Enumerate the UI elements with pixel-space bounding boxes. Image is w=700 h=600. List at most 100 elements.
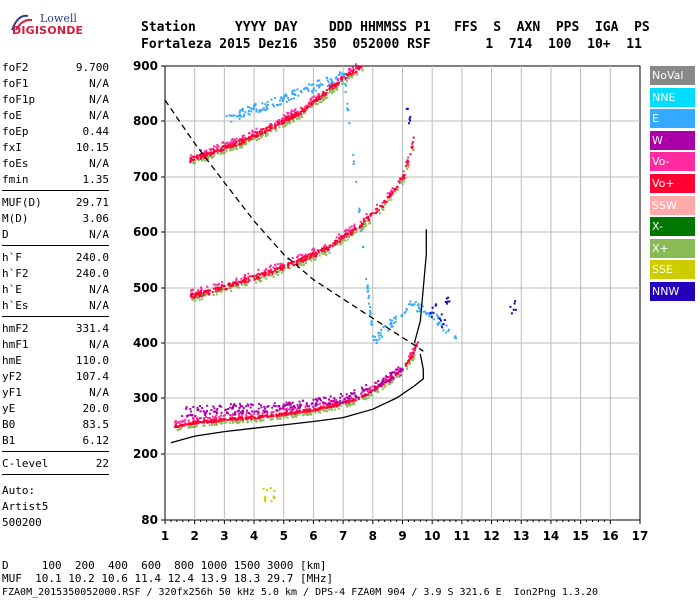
trace-dot <box>368 302 370 305</box>
param-name: B1 <box>2 434 16 447</box>
trace-dot <box>236 285 239 288</box>
x-tick-label: 4 <box>250 529 258 543</box>
trace-dot <box>401 180 404 183</box>
trace-dot <box>251 133 254 136</box>
trace-dot <box>276 267 279 270</box>
trace-dot <box>235 115 238 118</box>
legend-item-e: E <box>650 109 695 129</box>
trace-dot <box>242 407 245 410</box>
extra-dot <box>442 323 445 326</box>
trace-dot <box>276 263 279 266</box>
trace-dot <box>196 416 199 419</box>
trace-dot <box>272 266 275 269</box>
param-name: foEp <box>2 125 29 138</box>
trace-dot <box>230 142 233 145</box>
trace-dot <box>303 88 305 91</box>
extra-dot <box>431 306 434 309</box>
trace-dot <box>304 109 307 112</box>
trace-dot <box>296 403 299 406</box>
param-value: 83.5 <box>82 418 110 431</box>
trace-dot <box>321 83 324 86</box>
trace-dot <box>344 233 347 236</box>
trace-dot <box>248 106 251 109</box>
trace-dot <box>329 90 332 93</box>
trace-dot <box>422 310 425 313</box>
trace-dot <box>413 349 416 352</box>
trace-dot <box>369 309 371 312</box>
trace-dot <box>223 285 226 287</box>
trace-dot <box>361 391 364 393</box>
trace-dot <box>270 411 273 414</box>
trace-dot <box>294 94 297 96</box>
trace-dot <box>400 181 403 184</box>
trace-dot <box>390 194 393 197</box>
trace-dot <box>208 293 210 296</box>
trace-dot <box>397 370 400 373</box>
trace-dot <box>257 268 260 271</box>
trace-dot <box>250 419 253 422</box>
trace-dot <box>204 413 207 415</box>
trace-dot <box>318 79 321 82</box>
trace-dot <box>248 109 250 112</box>
trace-dot <box>347 109 350 112</box>
trace-dot <box>281 269 284 272</box>
trace-dot <box>241 413 244 416</box>
trace-dot <box>189 158 192 161</box>
trace-dot <box>284 404 287 406</box>
trace-dot <box>257 416 260 419</box>
trace-dot <box>295 113 298 116</box>
trace-dot <box>205 410 208 412</box>
trace-dot <box>299 262 302 265</box>
trace-dot <box>282 125 285 128</box>
trace-dot <box>333 86 336 89</box>
trace-dot <box>320 82 323 85</box>
trace-dot <box>245 138 248 141</box>
trace-dot <box>218 404 221 407</box>
trace-dot <box>270 124 273 127</box>
trace-dot <box>369 386 372 389</box>
trace-dot <box>380 381 383 384</box>
trace-dot <box>189 154 192 157</box>
trace-dot <box>240 115 243 118</box>
trace-dot <box>205 149 208 152</box>
trace-dot <box>322 92 325 95</box>
trace-dot <box>306 106 309 109</box>
trace-dot <box>366 285 369 288</box>
trace-dot <box>238 407 241 409</box>
trace-dot <box>336 85 339 88</box>
trace-dot <box>391 381 394 384</box>
trace-dot <box>245 143 248 146</box>
extra-dot <box>272 495 275 498</box>
trace-dot <box>220 284 223 286</box>
trace-dot <box>379 205 382 208</box>
trace-dot <box>442 329 445 332</box>
trace-dot <box>312 88 315 91</box>
trace-dot <box>214 287 217 290</box>
trace-dot <box>257 411 260 414</box>
trace-dot <box>390 372 393 375</box>
trace-dot <box>254 130 257 133</box>
trace-dot <box>265 133 267 136</box>
trace-dot <box>353 398 356 401</box>
trace-dot <box>212 294 215 296</box>
trace-dot <box>214 415 217 418</box>
param-row: fmin 1.35 <box>2 172 109 188</box>
trace-dot <box>248 136 251 139</box>
trace-dot <box>305 86 308 89</box>
trace-dot <box>307 253 310 256</box>
trace-dot <box>321 94 324 97</box>
trace-dot <box>250 418 253 420</box>
trace-dot <box>213 150 216 153</box>
trace-dot <box>295 412 298 415</box>
trace-dot <box>311 253 314 256</box>
trace-dot <box>339 79 342 82</box>
trace-dot <box>346 404 349 407</box>
trace-dot <box>188 426 191 429</box>
trace-dot <box>363 221 366 224</box>
trace-dot <box>276 273 279 276</box>
trace-dot <box>401 176 404 179</box>
trace-dot <box>214 286 217 289</box>
trace-dot <box>329 244 332 247</box>
trace-dot <box>257 277 260 280</box>
trace-dot <box>409 357 412 360</box>
